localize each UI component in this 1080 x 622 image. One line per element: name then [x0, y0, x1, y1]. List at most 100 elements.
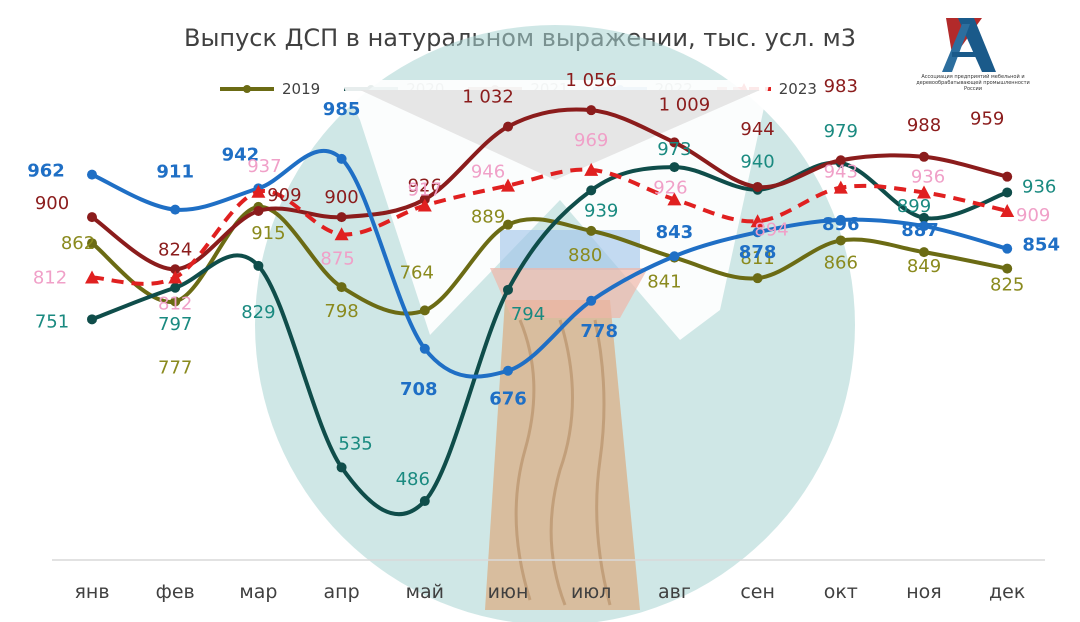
label-2019-янв: 862	[61, 233, 95, 254]
point-2023-янв	[85, 270, 99, 284]
legend-label-2019: 2019	[282, 80, 321, 98]
point-2023-авг	[667, 192, 682, 206]
label-2019-май: 764	[400, 262, 434, 283]
point-2023-фев	[168, 270, 183, 284]
label-2021-окт: 983	[824, 76, 858, 97]
label-2023-мар: 937	[247, 156, 281, 177]
label-2021-дек: 959	[970, 109, 1004, 130]
point-2020-янв	[87, 314, 97, 325]
x-tick-label-7: авг	[658, 581, 691, 603]
label-2022-окт: 896	[822, 214, 860, 235]
point-2022-окт	[835, 214, 846, 225]
point-2019-фев	[170, 296, 181, 307]
point-2021-авг	[669, 137, 680, 148]
label-2023-апр: 875	[320, 248, 354, 269]
label-2021-май: 926	[408, 175, 442, 196]
point-2020-ноя	[919, 212, 929, 223]
x-tick-label-11: дек	[989, 581, 1025, 603]
legend-item-2019: 2019	[218, 80, 320, 98]
point-2021-апр	[336, 212, 347, 223]
label-2023-фев: 812	[158, 293, 192, 314]
point-2019-янв	[87, 238, 97, 249]
series-layer	[85, 105, 1015, 517]
point-2021-июл	[586, 105, 597, 116]
label-2022-дек: 854	[1022, 235, 1060, 256]
label-2020-июн: 794	[511, 304, 545, 325]
point-2022-фев	[170, 204, 181, 215]
x-tick-label-10: ноя	[906, 581, 941, 603]
label-2022-янв: 962	[27, 161, 65, 182]
label-2021-янв: 900	[35, 193, 69, 214]
bg-roof	[360, 90, 760, 180]
point-2023-мар	[251, 184, 266, 198]
point-2022-май	[419, 343, 430, 354]
point-2019-окт	[835, 235, 846, 246]
point-2023-сен	[750, 214, 765, 228]
label-2023-сен: 894	[754, 219, 788, 240]
label-2020-май: 486	[396, 469, 430, 490]
point-2023-апр	[334, 227, 349, 241]
point-2020-авг	[669, 162, 680, 173]
point-2019-ноя	[919, 247, 929, 258]
data-labels: 862 777 915 798 764 889 880 841 811 866 849 825 751 7…	[27, 70, 1060, 490]
label-2020-сен: 940	[740, 152, 774, 173]
label-2019-ноя: 849	[907, 256, 941, 277]
x-tick-label-4: май	[406, 581, 444, 603]
point-2020-фев	[170, 282, 181, 293]
label-2019-авг: 841	[647, 272, 681, 293]
label-2021-ноя: 988	[907, 115, 941, 136]
legend-swatch-2019	[220, 85, 274, 93]
label-2019-мар: 915	[251, 223, 285, 244]
point-2022-янв	[87, 169, 97, 180]
label-2023-авг: 926	[653, 177, 687, 198]
logo-caption: Ассоциация предприятий мебельной и дерев…	[916, 74, 1030, 92]
bg-trunk	[485, 300, 640, 610]
point-2022-ноя	[919, 221, 929, 232]
point-2019-дек	[1002, 263, 1013, 274]
label-2021-мар: 909	[267, 185, 301, 206]
point-2020-май	[419, 496, 430, 507]
x-tick-label-3: апр	[324, 581, 360, 603]
label-2023-июл: 969	[574, 130, 608, 151]
label-2022-апр: 985	[323, 99, 361, 120]
label-2022-мар: 942	[222, 144, 260, 165]
label-2019-июн: 889	[471, 207, 505, 228]
point-2022-сен	[752, 227, 763, 238]
point-2021-фев	[170, 264, 181, 275]
label-2020-янв: 751	[35, 311, 69, 332]
point-2022-авг	[669, 251, 680, 262]
point-2021-сен	[752, 181, 763, 192]
label-2020-ноя: 899	[897, 196, 931, 217]
label-2022-авг: 843	[656, 222, 694, 243]
point-2022-июн	[503, 365, 513, 376]
label-2023-янв: 812	[33, 267, 67, 288]
label-2022-июн: 676	[489, 389, 527, 410]
label-2019-июл: 880	[568, 245, 602, 266]
point-2023-июн	[501, 178, 515, 192]
point-2022-дек	[1002, 243, 1013, 254]
point-2023-дек	[1000, 203, 1015, 217]
label-2021-сен: 944	[740, 119, 774, 140]
label-2020-мар: 829	[241, 302, 275, 323]
x-tick-label-2: мар	[239, 581, 277, 603]
label-2023-дек: 909	[1016, 205, 1050, 226]
label-2020-дек: 936	[1022, 176, 1056, 197]
label-2021-фев: 824	[158, 239, 192, 260]
point-2021-июн	[503, 121, 513, 132]
x-tick-label-9: окт	[824, 581, 858, 603]
label-2022-май: 708	[400, 379, 438, 400]
point-2021-ноя	[919, 151, 929, 162]
label-2023-ноя: 936	[911, 166, 945, 187]
point-2020-дек	[1002, 187, 1013, 198]
point-2023-окт	[833, 180, 848, 194]
x-tick-label-8: сен	[740, 581, 775, 603]
label-2021-июн: 1 032	[462, 87, 514, 108]
point-2019-июн	[503, 219, 513, 230]
point-2023-ноя	[917, 185, 931, 199]
point-2019-июл	[586, 225, 597, 236]
label-2021-июл: 1 056	[565, 70, 617, 91]
label-2019-дек: 825	[990, 275, 1024, 296]
label-2019-окт: 866	[824, 252, 858, 273]
point-2020-апр	[336, 462, 347, 473]
